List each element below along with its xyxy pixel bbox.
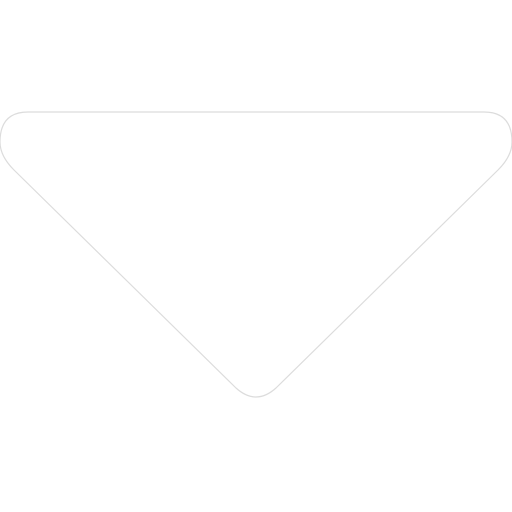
caret-down-shape (0, 111, 512, 398)
